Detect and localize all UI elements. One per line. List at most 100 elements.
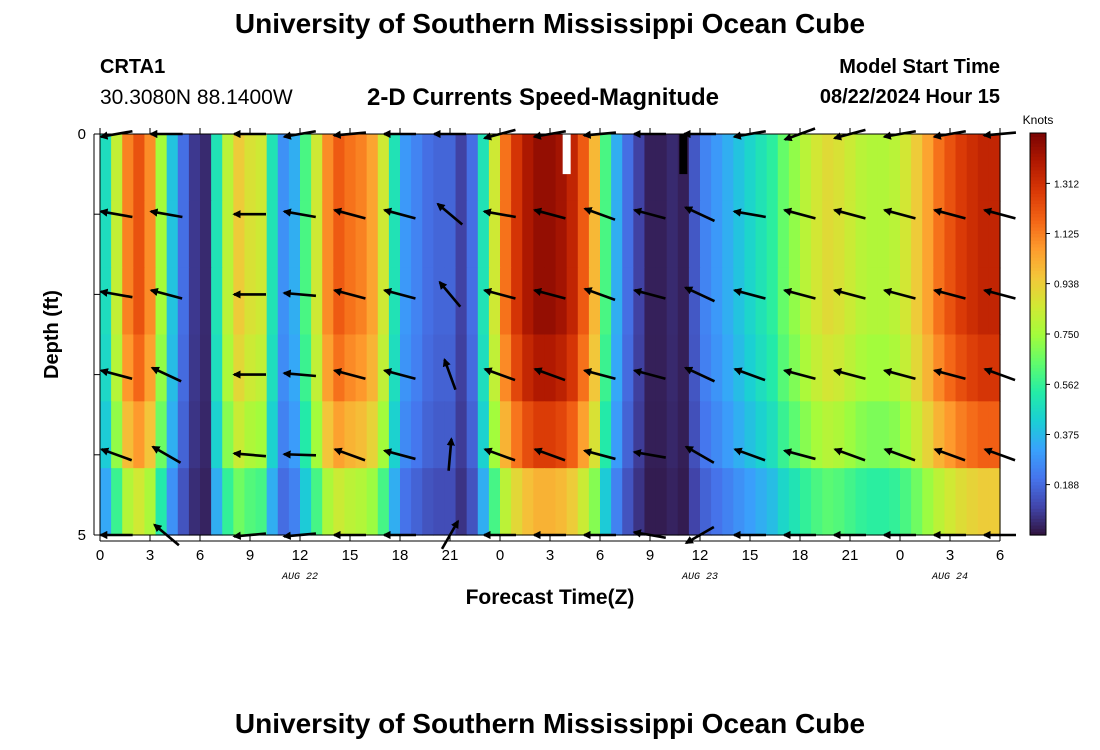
- heatmap-cell: [833, 401, 846, 469]
- heatmap-cell: [844, 267, 857, 336]
- heatmap-cell: [622, 401, 634, 469]
- colorbar-segment: [1030, 407, 1046, 412]
- heatmap-cell: [155, 401, 168, 469]
- heatmap-cell: [477, 401, 490, 469]
- colorbar-units: Knots: [1023, 113, 1054, 127]
- heatmap-cell: [233, 134, 246, 202]
- heatmap-cell: [722, 401, 734, 469]
- x-tick-label: 6: [996, 547, 1004, 564]
- heatmap-cell: [133, 334, 146, 402]
- heatmap-cell: [133, 401, 146, 469]
- colorbar-segment: [1030, 434, 1046, 439]
- heatmap-cell: [777, 468, 790, 536]
- heatmap-cell: [611, 334, 623, 402]
- x-tick-label: 21: [442, 547, 459, 564]
- colorbar-tick-label: 0.188: [1054, 481, 1079, 492]
- heatmap-cell: [677, 401, 690, 469]
- heatmap-cell: [411, 334, 423, 402]
- x-tick-label: 6: [196, 547, 204, 564]
- x-tick-label: 18: [792, 547, 809, 564]
- colorbar-segment: [1030, 297, 1046, 302]
- heatmap-cell: [755, 200, 768, 269]
- heatmap-cell: [400, 401, 412, 469]
- heatmap-cell: [811, 334, 823, 402]
- heatmap-cell: [966, 267, 979, 336]
- current-vector: [150, 366, 182, 383]
- heatmap-cell: [977, 334, 990, 402]
- heatmap-cell: [744, 401, 757, 469]
- heatmap-cell: [877, 468, 890, 536]
- colorbar-segment: [1030, 488, 1046, 493]
- heatmap-cell: [411, 134, 423, 202]
- colorbar-segment: [1030, 457, 1046, 462]
- heatmap-cell: [733, 401, 746, 469]
- heatmap-cell: [977, 401, 990, 469]
- colorbar-segment: [1030, 504, 1046, 509]
- heatmap-cell: [911, 468, 923, 536]
- colorbar-segment: [1030, 183, 1046, 188]
- heatmap-cell: [988, 334, 1001, 402]
- current-vector: [533, 447, 566, 462]
- colorbar-segment: [1030, 344, 1046, 348]
- heatmap-cell: [533, 334, 546, 402]
- heatmap-cell: [866, 200, 879, 269]
- heatmap-cell: [922, 468, 934, 536]
- heatmap-cell: [511, 200, 523, 269]
- heatmap-cell: [988, 134, 1001, 202]
- current-vector: [482, 208, 516, 219]
- colorbar-segment: [1030, 270, 1046, 275]
- heatmap-cell: [233, 334, 246, 402]
- current-vector: [632, 449, 666, 459]
- heatmap-cell: [166, 401, 179, 469]
- heatmap-cell: [711, 267, 723, 336]
- heatmap-cell: [200, 401, 212, 469]
- colorbar-segment: [1030, 498, 1046, 503]
- heatmap-cell: [133, 267, 146, 336]
- colorbar-segment: [1030, 307, 1046, 312]
- heatmap-cell: [555, 267, 568, 336]
- heatmap-cell: [144, 334, 157, 402]
- current-vector: [882, 287, 916, 300]
- heatmap-cell: [988, 401, 1001, 469]
- x-tick-label: 6: [596, 547, 604, 564]
- heatmap-cell: [644, 200, 657, 269]
- station-coordinates: 30.3080N 88.1400W: [100, 86, 293, 109]
- heatmap-cell: [111, 267, 123, 336]
- colorbar-segment: [1030, 518, 1046, 523]
- colorbar-segment: [1030, 273, 1046, 278]
- heatmap-cell: [811, 468, 823, 536]
- colorbar-segment: [1030, 511, 1046, 516]
- heatmap-cell: [655, 267, 668, 336]
- heatmap-cell: [266, 468, 279, 536]
- heatmap-cell: [644, 334, 657, 402]
- colorbar-segment: [1030, 468, 1046, 472]
- heatmap-cell: [388, 267, 401, 336]
- heatmap-cell: [933, 134, 946, 202]
- heatmap-cell: [244, 334, 257, 402]
- current-vector: [683, 366, 716, 383]
- heatmap-cell: [388, 334, 401, 402]
- heatmap-cell: [277, 468, 290, 536]
- heatmap-cell: [722, 334, 734, 402]
- heatmap-cell: [955, 200, 968, 269]
- heatmap-cell: [533, 200, 546, 269]
- heatmap-cell: [566, 267, 579, 336]
- heatmap-cell: [188, 401, 201, 469]
- heatmap-cell: [366, 468, 379, 536]
- heatmap-cell: [488, 401, 501, 469]
- x-tick-label: 3: [546, 547, 554, 564]
- heatmap-cell: [444, 401, 457, 469]
- heatmap-cell: [300, 334, 312, 402]
- heatmap-cell: [455, 334, 468, 402]
- heatmap-cell: [177, 401, 190, 469]
- colorbar-segment: [1030, 394, 1046, 399]
- colorbar-segment: [1030, 350, 1046, 355]
- heatmap-cell: [255, 401, 268, 469]
- heatmap-cell: [966, 401, 979, 469]
- colorbar-segment: [1030, 521, 1046, 526]
- heatmap-cell: [666, 200, 679, 269]
- heatmap-cell: [588, 401, 601, 469]
- heatmap-cell: [511, 134, 523, 202]
- heatmap-cell: [844, 468, 857, 536]
- heatmap-cell: [244, 468, 257, 536]
